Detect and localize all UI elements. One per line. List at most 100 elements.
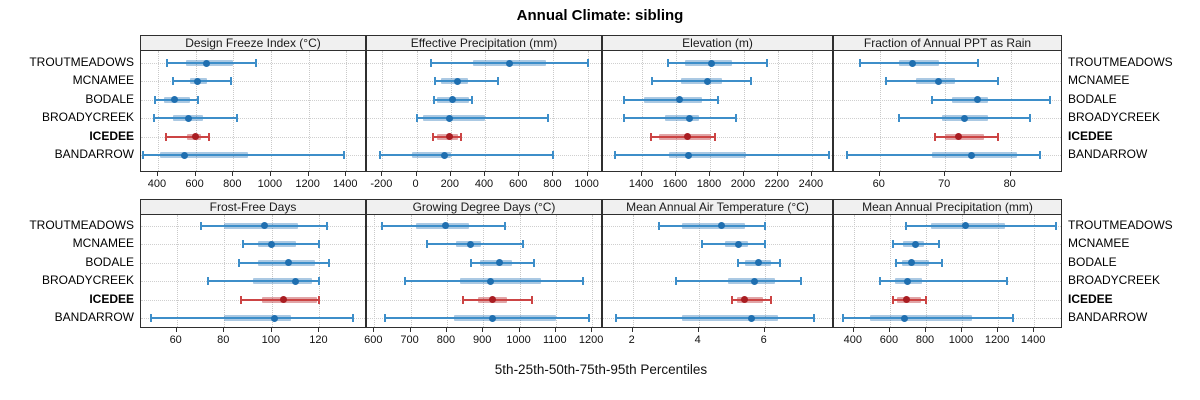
axis-tick	[961, 328, 962, 332]
axis-tick-label: 4	[694, 334, 701, 346]
whisker	[896, 261, 943, 264]
station-label-right: BODALE	[1068, 91, 1117, 106]
gridline-vertical	[777, 51, 779, 171]
station-label-right: BROADYCREEK	[1068, 110, 1161, 125]
median-dot	[962, 222, 970, 229]
whisker	[935, 135, 998, 138]
median-dot	[909, 59, 916, 67]
station-label-left: MCNAMEE	[72, 236, 134, 250]
axis-tick	[925, 328, 926, 332]
whisker-cap	[318, 240, 321, 248]
median-dot	[908, 259, 915, 266]
whisker	[668, 62, 767, 64]
median-dot	[486, 277, 494, 285]
gridline-horizontal	[141, 136, 365, 138]
whisker	[243, 243, 320, 245]
median-dot	[708, 59, 716, 67]
axis-tick	[194, 172, 196, 176]
gridline-horizontal	[834, 244, 1061, 245]
axis-tick-label: 6	[760, 334, 767, 346]
median-dot	[441, 222, 449, 229]
axis-tick	[409, 328, 411, 332]
whisker	[165, 135, 209, 138]
station-label-left: TROUTMEADOWS	[29, 55, 134, 69]
axis-tick	[591, 328, 593, 332]
axis-tick-label: 2400	[798, 178, 824, 190]
whisker-cap	[582, 277, 584, 285]
axis-tick-label: 800	[543, 178, 562, 190]
whisker-cap	[164, 132, 167, 141]
whisker	[385, 317, 589, 319]
whisker-cap	[763, 240, 766, 248]
gridline-vertical	[319, 215, 321, 327]
gridline-vertical	[587, 51, 589, 171]
axis-tick-label: 2	[628, 334, 635, 346]
whisker	[167, 62, 256, 64]
whisker-cap	[674, 277, 677, 285]
whisker	[624, 98, 718, 101]
median-dot	[488, 296, 496, 303]
median-dot	[506, 59, 514, 67]
whisker-cap	[716, 95, 719, 104]
median-dot	[446, 114, 454, 122]
median-dot	[268, 240, 276, 248]
gridline-vertical	[519, 51, 521, 171]
panel	[140, 215, 366, 328]
whisker	[932, 98, 1050, 101]
axis-tick-label: 1000	[948, 334, 974, 346]
gridline-vertical	[1010, 51, 1012, 171]
axis-tick	[373, 328, 375, 332]
gridline-vertical	[698, 215, 700, 327]
gridline-vertical	[553, 51, 555, 171]
panel-strip: Frost-Free Days	[140, 199, 366, 215]
whisker-cap	[425, 240, 428, 248]
axis-tick-label: 400	[147, 178, 167, 190]
whisker-cap	[430, 59, 433, 67]
axis-tick	[888, 328, 890, 332]
station-label-left: ICEDEE	[89, 128, 134, 143]
gridline-vertical	[270, 51, 272, 171]
whisker-cap	[879, 277, 881, 285]
whisker-cap	[737, 258, 740, 267]
whisker-cap	[471, 95, 474, 104]
whisker-cap	[905, 221, 908, 230]
axis-tick	[763, 328, 765, 332]
axis-tick	[631, 328, 633, 332]
whisker	[207, 280, 320, 282]
station-label-right: ICEDEE	[1068, 128, 1113, 143]
whisker-cap	[496, 77, 499, 86]
gridline-vertical	[676, 51, 677, 171]
whisker-cap	[141, 151, 144, 159]
station-label-left: TROUTMEADOWS	[29, 217, 134, 232]
whisker-cap	[172, 77, 174, 86]
whisker-cap	[522, 240, 525, 248]
whisker-cap	[149, 314, 152, 322]
axis-tick	[270, 328, 272, 332]
gridline-vertical	[710, 51, 711, 171]
whisker-cap	[941, 258, 944, 267]
axis-tick-label: 1200	[578, 334, 604, 346]
whisker-cap	[613, 151, 616, 159]
median-dot	[192, 133, 200, 141]
axis-tick	[776, 172, 778, 176]
panel	[602, 215, 833, 328]
panel-strip: Mean Annual Air Temperature (°C)	[602, 199, 833, 215]
whisker	[731, 298, 772, 301]
panel-strip: Design Freeze Index (°C)	[140, 35, 366, 51]
gridline-vertical	[853, 215, 855, 327]
median-dot	[902, 296, 910, 303]
whisker-cap	[533, 258, 535, 267]
median-dot	[203, 59, 211, 67]
whisker-cap	[230, 77, 233, 86]
axis-tick-label: 1400	[1020, 334, 1046, 346]
station-label-left: BODALE	[85, 91, 134, 106]
station-label-left: BANDARROW	[54, 147, 134, 161]
station-label-left: BANDARROW	[54, 310, 134, 324]
whisker-cap	[547, 114, 550, 123]
whisker-cap	[714, 132, 717, 141]
axis-tick	[586, 172, 588, 176]
panel	[602, 51, 833, 172]
median-dot	[280, 296, 288, 303]
axis-tick-label: 1800	[696, 178, 722, 190]
whisker-cap	[651, 77, 654, 86]
